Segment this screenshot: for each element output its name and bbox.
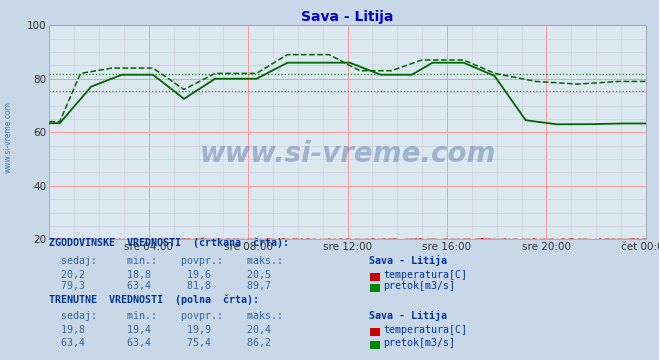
Text: ZGODOVINSKE  VREDNOSTI  (črtkana  črta):: ZGODOVINSKE VREDNOSTI (črtkana črta):	[49, 237, 289, 248]
Text: 19,8       19,4      19,9      20,4: 19,8 19,4 19,9 20,4	[49, 325, 272, 335]
Text: Sava - Litija: Sava - Litija	[369, 255, 447, 266]
Text: pretok[m3/s]: pretok[m3/s]	[384, 282, 455, 292]
Text: 63,4       63,4      75,4      86,2: 63,4 63,4 75,4 86,2	[49, 338, 272, 348]
Text: www.si-vreme.com: www.si-vreme.com	[3, 101, 13, 173]
Text: pretok[m3/s]: pretok[m3/s]	[384, 338, 455, 348]
Text: 20,2       18,8      19,6      20,5: 20,2 18,8 19,6 20,5	[49, 270, 272, 280]
Title: Sava - Litija: Sava - Litija	[301, 10, 394, 24]
Text: sedaj:     min.:    povpr.:    maks.:: sedaj: min.: povpr.: maks.:	[49, 311, 283, 321]
Text: 79,3       63,4      81,8      89,7: 79,3 63,4 81,8 89,7	[49, 282, 272, 292]
Text: www.si-vreme.com: www.si-vreme.com	[200, 140, 496, 168]
Text: TRENUTNE  VREDNOSTI  (polna  črta):: TRENUTNE VREDNOSTI (polna črta):	[49, 294, 260, 305]
Text: temperatura[C]: temperatura[C]	[384, 270, 467, 280]
Text: Sava - Litija: Sava - Litija	[369, 310, 447, 321]
Text: temperatura[C]: temperatura[C]	[384, 325, 467, 335]
Text: sedaj:     min.:    povpr.:    maks.:: sedaj: min.: povpr.: maks.:	[49, 256, 283, 266]
